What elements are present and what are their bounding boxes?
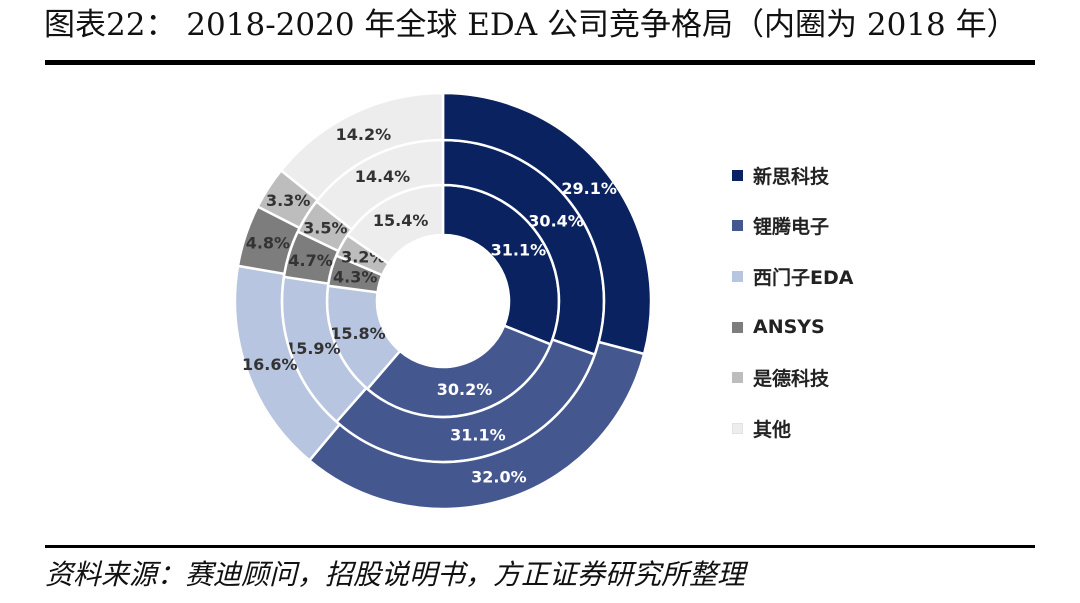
data-label-middle-3: 4.7% (288, 251, 332, 270)
chart-legend: 新思科技锂腾电子西门子EDA ANSYS 是德科技其他 (732, 150, 853, 454)
legend-label: 新思科技 (753, 165, 830, 188)
legend-label: 是德科技 (753, 368, 830, 391)
data-label-outer-0: 29.1% (561, 179, 617, 198)
data-label-inner-1: 30.2% (437, 380, 493, 399)
legend-swatch (732, 422, 743, 434)
source-note: 资料来源：赛迪顾问，招股说明书，方正证券研究所整理 (45, 558, 746, 591)
legend-item: 其他 (732, 403, 853, 454)
data-label-inner-3: 4.3% (333, 267, 377, 286)
data-label-inner-5: 15.4% (373, 211, 429, 230)
data-label-middle-0: 30.4% (528, 212, 584, 231)
legend-label: 锂腾电子 (753, 216, 830, 239)
data-label-inner-2: 15.8% (330, 324, 386, 343)
legend-swatch (732, 270, 743, 282)
data-label-inner-0: 31.1% (491, 241, 547, 260)
bottom-rule (45, 545, 1035, 548)
legend-label: ANSYS (753, 316, 825, 339)
legend-swatch (732, 220, 743, 232)
data-label-outer-3: 4.8% (246, 233, 290, 252)
data-label-middle-4: 3.5% (303, 218, 347, 237)
data-label-middle-1: 31.1% (450, 426, 506, 445)
data-label-outer-2: 16.6% (242, 355, 298, 374)
legend-item: 新思科技 (732, 150, 853, 201)
data-label-outer-4: 3.3% (266, 191, 310, 210)
data-label-middle-5: 14.4% (355, 167, 411, 186)
legend-item: ANSYS (732, 302, 853, 353)
legend-label: 其他 (753, 418, 792, 441)
legend-swatch (732, 372, 743, 384)
legend-item: 锂腾电子 (732, 201, 853, 252)
data-label-middle-2: 15.9% (285, 339, 341, 358)
data-label-outer-1: 32.0% (471, 467, 527, 486)
legend-swatch (732, 321, 743, 333)
figure-title: 图表22： 2018-2020 年全球 EDA 公司竞争格局（内圈为 2018 … (44, 7, 1018, 43)
legend-swatch (732, 169, 743, 181)
legend-item: 是德科技 (732, 352, 853, 403)
data-label-outer-5: 14.2% (336, 125, 392, 144)
legend-label: 西门子EDA (753, 266, 854, 289)
top-rule (45, 60, 1035, 65)
donut-slice-outer-5 (279, 91, 445, 202)
legend-item: 西门子EDA (732, 251, 853, 302)
